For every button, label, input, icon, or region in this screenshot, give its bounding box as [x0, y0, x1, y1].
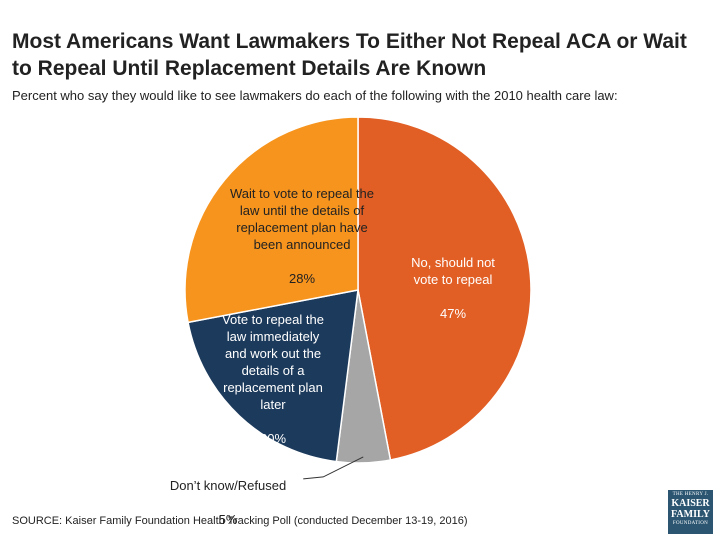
- slice-value-dont-know: 5%: [218, 512, 238, 527]
- dont-know-leader-line: [303, 456, 364, 480]
- logo-line-3: FAMILY: [671, 509, 710, 520]
- slice-label-repeal-now: Vote to repeal the law immediately and w…: [198, 294, 348, 464]
- slice-no-repeal: [357, 116, 532, 461]
- slice-label-dont-know: Don’t know/Refused 5%: [148, 460, 308, 545]
- logo-line-2: KAISER: [671, 498, 710, 509]
- slice-label-wait: Wait to vote to repeal the law until the…: [212, 168, 392, 304]
- slice-label-repeal-now-text: Vote to repeal the law immediately and w…: [222, 312, 324, 412]
- chart-subtitle: Percent who say they would like to see l…: [12, 88, 618, 103]
- source-note: SOURCE: Kaiser Family Foundation Health …: [12, 515, 468, 527]
- kff-logo: THE HENRY J. KAISER FAMILY FOUNDATION: [668, 490, 713, 534]
- slice-repeal-now: [187, 289, 359, 463]
- logo-line-4: FOUNDATION: [672, 521, 709, 526]
- slice-value-no-repeal: 47%: [439, 306, 467, 321]
- logo-line-1: THE HENRY J.: [672, 492, 709, 497]
- slice-label-wait-text: Wait to vote to repeal the law until the…: [229, 186, 375, 252]
- slice-label-no-repeal-text: No, should not vote to repeal: [411, 255, 495, 287]
- slice-value-repeal-now: 20%: [259, 431, 287, 446]
- slice-label-no-repeal: No, should not vote to repeal 47%: [378, 237, 528, 339]
- chart-title: Most Americans Want Lawmakers To Either …: [12, 30, 687, 80]
- slice-label-dont-know-text: Don’t know/Refused: [169, 478, 287, 493]
- slice-wait: [184, 116, 359, 324]
- pie-slices: [184, 116, 532, 464]
- slice-value-wait: 28%: [288, 271, 316, 286]
